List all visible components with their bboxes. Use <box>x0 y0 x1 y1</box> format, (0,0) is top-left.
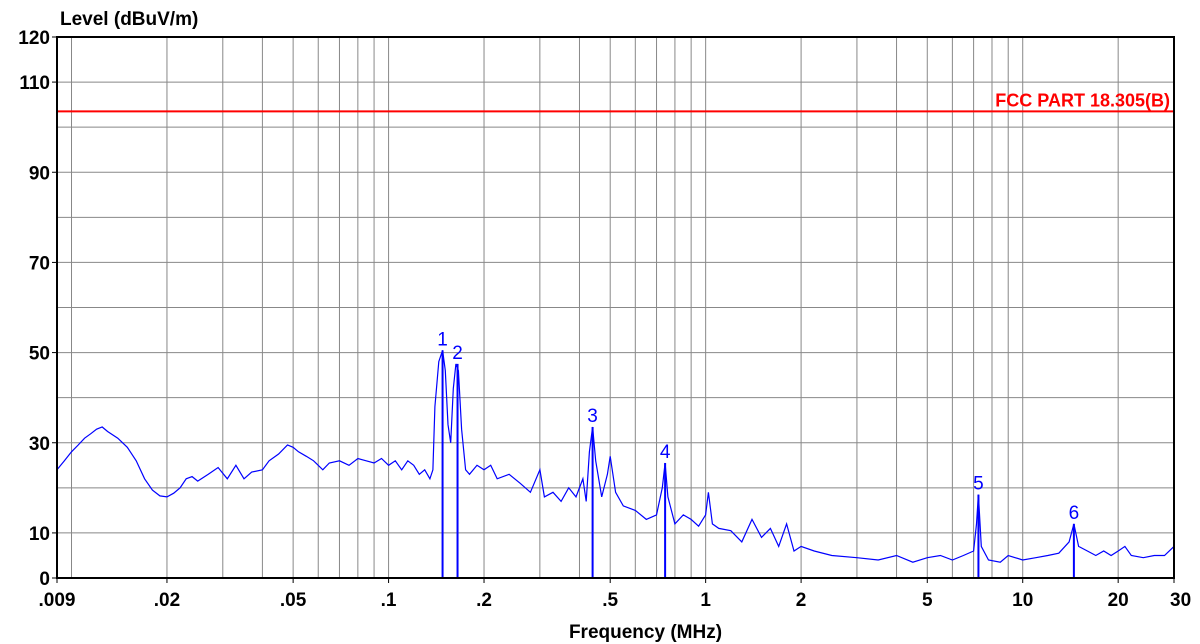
x-tick-label: .05 <box>280 590 307 611</box>
y-axis-ticks: 0 10 30 50 70 90 110 120 <box>18 28 57 590</box>
x-tick-label: 30 <box>1170 590 1191 611</box>
grid-lines <box>57 37 1174 578</box>
spectrum-trace <box>56 350 1175 563</box>
y-tick-label: 10 <box>29 524 50 545</box>
x-tick-label: 1 <box>700 590 711 611</box>
x-tick-label: 5 <box>922 590 933 611</box>
plot-frame <box>56 36 1175 579</box>
x-axis-ticks: .009 .02 .05 .1 .2 .5 1 2 5 10 20 30 <box>39 578 1191 611</box>
marker-label: 2 <box>452 343 463 364</box>
x-tick-label: .02 <box>154 590 180 611</box>
peak-markers: 12 3 4 5 6 <box>437 329 1079 578</box>
x-axis-title: Frequency (MHz) <box>569 622 722 643</box>
limit-line-label: FCC PART 18.305(B) <box>995 90 1170 110</box>
x-tick-label: .5 <box>602 590 618 611</box>
y-tick-label: 110 <box>19 73 50 94</box>
marker-label: 3 <box>587 406 598 427</box>
y-tick-label: 70 <box>29 253 50 274</box>
y-axis-title: Level (dBuV/m) <box>60 9 198 30</box>
x-tick-label: .1 <box>381 590 397 611</box>
x-tick-label: 10 <box>1012 590 1033 611</box>
y-tick-label: 0 <box>39 569 50 590</box>
marker-label: 1 <box>437 329 448 350</box>
x-tick-label: .009 <box>39 590 76 611</box>
y-tick-label: 30 <box>29 434 50 455</box>
marker-label: 6 <box>1069 503 1080 524</box>
x-tick-label: 20 <box>1108 590 1129 611</box>
y-tick-label: 120 <box>18 28 50 49</box>
y-tick-label: 50 <box>29 344 50 365</box>
marker-label: 4 <box>660 442 671 463</box>
marker-label: 5 <box>973 474 984 495</box>
x-tick-label: .2 <box>476 590 492 611</box>
x-tick-label: 2 <box>796 590 807 611</box>
y-tick-label: 90 <box>29 163 50 184</box>
